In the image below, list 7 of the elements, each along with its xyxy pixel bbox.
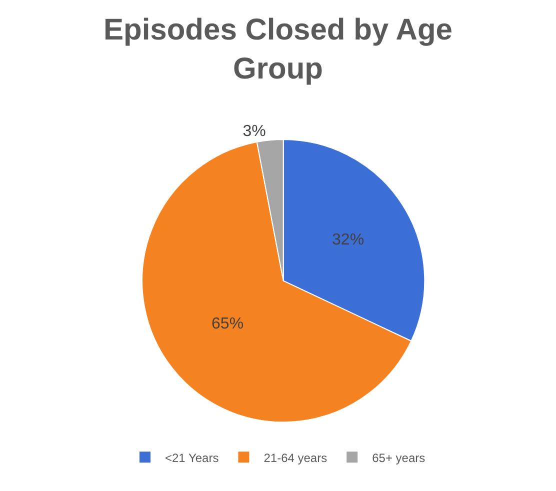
legend-label: 21-64 years — [264, 450, 328, 465]
data-label: 32% — [332, 231, 364, 248]
legend-label: 65+ years — [372, 450, 426, 465]
chart-title: Episodes Closed by Age Group — [104, 13, 452, 86]
legend-label: <21 Years — [165, 450, 219, 465]
data-label: 65% — [212, 316, 244, 333]
data-label: 3% — [242, 123, 266, 140]
